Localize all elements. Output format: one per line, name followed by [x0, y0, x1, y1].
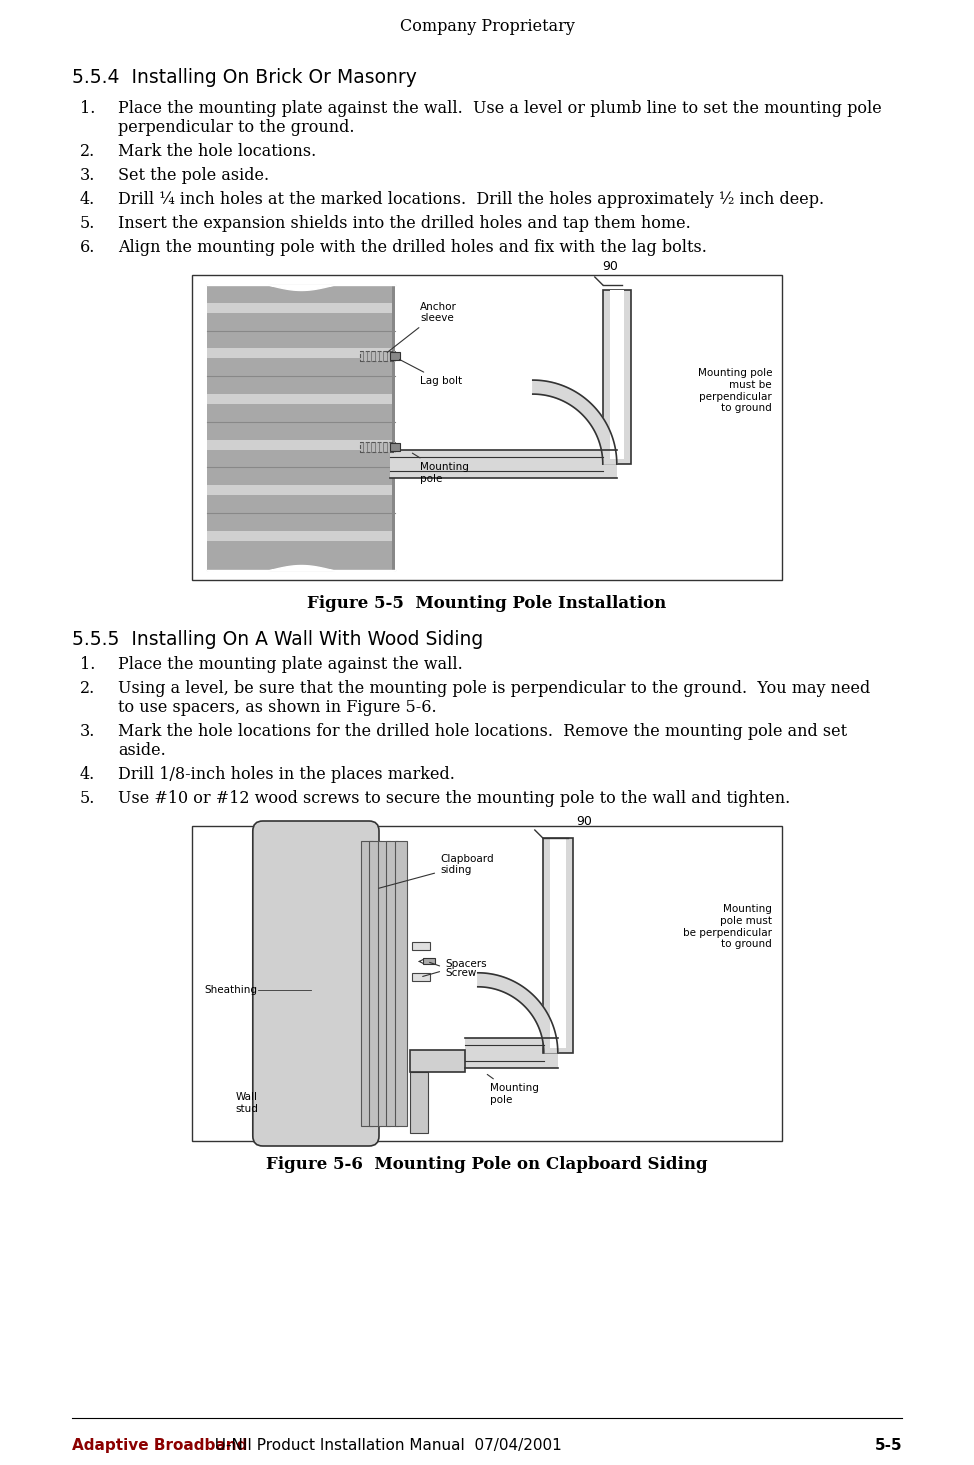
Bar — [465, 1037, 558, 1068]
Text: U-NII Product Installation Manual  07/04/2001: U-NII Product Installation Manual 07/04/… — [205, 1439, 562, 1453]
Text: Figure 5-6  Mounting Pole on Clapboard Siding: Figure 5-6 Mounting Pole on Clapboard Si… — [266, 1156, 708, 1173]
Bar — [207, 349, 395, 359]
Bar — [543, 838, 573, 1053]
Text: 1.: 1. — [80, 100, 95, 117]
Bar — [360, 352, 395, 362]
Text: 4.: 4. — [80, 766, 95, 782]
Text: 5.: 5. — [80, 215, 95, 231]
Text: aside.: aside. — [118, 741, 166, 759]
Bar — [390, 352, 400, 360]
Bar — [361, 841, 373, 1127]
Text: Company Proprietary: Company Proprietary — [399, 18, 575, 35]
Bar — [410, 1050, 465, 1072]
Bar — [207, 440, 395, 450]
Bar — [207, 485, 395, 495]
Bar — [387, 841, 398, 1127]
Text: Mounting
pole: Mounting pole — [487, 1074, 539, 1105]
Text: Place the mounting plate against the wall.: Place the mounting plate against the wal… — [118, 656, 463, 672]
Bar — [392, 286, 395, 570]
Bar — [410, 1072, 428, 1132]
Bar — [412, 973, 430, 982]
FancyBboxPatch shape — [253, 820, 379, 1146]
Bar — [192, 826, 782, 1141]
Text: Mounting
pole must
be perpendicular
to ground: Mounting pole must be perpendicular to g… — [683, 904, 772, 949]
Text: 3.: 3. — [80, 724, 95, 740]
Text: 3.: 3. — [80, 167, 95, 185]
Text: Drill ¼ inch holes at the marked locations.  Drill the holes approximately ½ inc: Drill ¼ inch holes at the marked locatio… — [118, 190, 824, 208]
Text: Anchor
sleeve: Anchor sleeve — [388, 302, 457, 353]
Text: Spacers: Spacers — [423, 960, 487, 977]
Text: 6.: 6. — [80, 239, 95, 256]
Text: Clapboard
siding: Clapboard siding — [379, 854, 494, 888]
Text: Mounting
pole: Mounting pole — [412, 453, 468, 483]
Text: 5.5.5  Installing On A Wall With Wood Siding: 5.5.5 Installing On A Wall With Wood Sid… — [72, 630, 483, 649]
Text: Align the mounting pole with the drilled holes and fix with the lag bolts.: Align the mounting pole with the drilled… — [118, 239, 707, 256]
Text: Place the mounting plate against the wall.  Use a level or plumb line to set the: Place the mounting plate against the wal… — [118, 100, 881, 117]
Bar — [192, 275, 782, 580]
Text: Mounting pole
must be
perpendicular
to ground: Mounting pole must be perpendicular to g… — [697, 369, 772, 413]
Text: 4.: 4. — [80, 190, 95, 208]
Text: Sheathing: Sheathing — [205, 984, 258, 995]
Text: Mark the hole locations for the drilled hole locations.  Remove the mounting pol: Mark the hole locations for the drilled … — [118, 724, 847, 740]
Bar — [603, 290, 631, 464]
Bar — [378, 841, 390, 1127]
Text: 5.: 5. — [80, 790, 95, 807]
Text: Drill 1/8-inch holes in the places marked.: Drill 1/8-inch holes in the places marke… — [118, 766, 455, 782]
Bar — [412, 942, 430, 949]
Text: 5.5.4  Installing On Brick Or Masonry: 5.5.4 Installing On Brick Or Masonry — [72, 67, 417, 86]
Bar — [207, 303, 395, 314]
Text: perpendicular to the ground.: perpendicular to the ground. — [118, 119, 355, 136]
Bar — [390, 442, 400, 451]
Text: Insert the expansion shields into the drilled holes and tap them home.: Insert the expansion shields into the dr… — [118, 215, 691, 231]
Text: Screw: Screw — [430, 963, 476, 979]
Polygon shape — [533, 379, 617, 464]
Text: 90: 90 — [602, 259, 618, 272]
Bar — [394, 841, 406, 1127]
Text: 5-5: 5-5 — [875, 1439, 902, 1453]
Text: Lag bolt: Lag bolt — [399, 359, 462, 387]
Bar — [610, 290, 623, 459]
Text: to use spacers, as shown in Figure 5-6.: to use spacers, as shown in Figure 5-6. — [118, 699, 436, 716]
Text: Figure 5-5  Mounting Pole Installation: Figure 5-5 Mounting Pole Installation — [308, 595, 666, 612]
Polygon shape — [478, 973, 558, 1053]
Text: 2.: 2. — [80, 144, 95, 160]
Bar — [390, 450, 617, 478]
Text: 1.: 1. — [80, 656, 95, 672]
Text: 90: 90 — [576, 815, 591, 828]
Text: Using a level, be sure that the mounting pole is perpendicular to the ground.  Y: Using a level, be sure that the mounting… — [118, 680, 870, 697]
Text: Wall
stud: Wall stud — [235, 1093, 258, 1113]
Bar — [360, 441, 395, 451]
Text: 2.: 2. — [80, 680, 95, 697]
Text: Set the pole aside.: Set the pole aside. — [118, 167, 269, 185]
Bar — [207, 530, 395, 541]
Text: Use #10 or #12 wood screws to secure the mounting pole to the wall and tighten.: Use #10 or #12 wood screws to secure the… — [118, 790, 790, 807]
Bar — [369, 841, 382, 1127]
Text: Mark the hole locations.: Mark the hole locations. — [118, 144, 317, 160]
Bar — [207, 286, 395, 570]
Bar — [423, 958, 435, 964]
Text: Adaptive Broadband: Adaptive Broadband — [72, 1439, 247, 1453]
Bar — [549, 838, 566, 1047]
Bar — [207, 394, 395, 404]
